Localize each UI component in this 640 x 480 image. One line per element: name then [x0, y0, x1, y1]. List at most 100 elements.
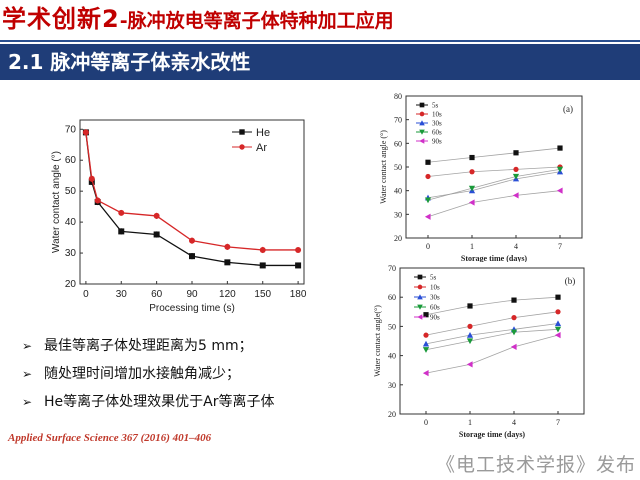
legend-label: Ar: [256, 142, 267, 154]
y-tick-label: 60: [65, 155, 77, 166]
x-tick-label: 4: [514, 242, 518, 251]
y-tick-label: 30: [65, 248, 77, 259]
y-tick-label: 60: [388, 293, 396, 302]
series-line: [427, 147, 561, 163]
data-point: [511, 315, 517, 321]
legend-marker: [419, 102, 425, 108]
data-point: [554, 320, 562, 327]
arrow-bullet-icon: ➢: [22, 339, 33, 353]
legend-marker: [417, 294, 423, 300]
storage-chart-b: 20 30 40 50 60 70 0 1 4 7 Storage time (days) Water…: [370, 264, 592, 440]
legend-label: 10s: [432, 110, 442, 118]
y-tick-label: 70: [65, 124, 77, 135]
data-point: [424, 197, 432, 204]
arrow-bullet-icon: ➢: [22, 367, 33, 381]
x-tick-label: 180: [290, 289, 307, 300]
data-point: [554, 326, 562, 333]
data-point: [512, 192, 519, 199]
legend-label: 30s: [432, 119, 442, 127]
data-point: [556, 187, 563, 194]
data-point: [512, 173, 520, 180]
x-tick-label: 0: [426, 242, 430, 251]
x-tick-label: 150: [254, 289, 271, 300]
y-tick-label: 50: [65, 186, 77, 197]
plot-frame: [79, 119, 305, 285]
chart-panel-label: (a): [563, 104, 573, 114]
data-point: [295, 262, 302, 269]
storage-chart-b-svg: 20 30 40 50 60 70 0 1 4 7 Storage time (days) Water…: [373, 264, 585, 439]
data-point: [468, 199, 475, 206]
finding-item: ➢ He等离子体处理效果优于Ar等离子体: [22, 388, 352, 416]
x-tick-label: 1: [470, 242, 474, 251]
data-point: [423, 312, 429, 318]
data-point: [466, 332, 474, 338]
section-header: 2.1 脉冲等离子体亲水改性: [0, 44, 640, 80]
y-tick-label: 50: [388, 322, 396, 331]
y-tick-label: 20: [65, 279, 77, 290]
contact-angle-chart-svg: 20 30 40 50 60 70 0 30 60 90 120 150 180 Processing t…: [51, 119, 307, 314]
data-point: [422, 347, 430, 353]
storage-chart-a: 20 30 40 50 60 70 80 0 1 4 7 Storage time (days) Wat…: [376, 88, 590, 263]
data-point: [467, 303, 473, 309]
x-tick-label: 0: [83, 289, 89, 300]
x-tick-label: 4: [512, 418, 516, 427]
legend-marker: [419, 120, 425, 126]
data-point: [555, 294, 561, 300]
y-tick-label: 30: [388, 381, 396, 390]
slide-title-main: 学术创新2: [2, 5, 120, 33]
legend-marker: [419, 111, 425, 117]
legend-marker: [417, 274, 423, 280]
x-tick-label: 60: [151, 289, 163, 300]
storage-chart-a-svg: 20 30 40 50 60 70 80 0 1 4 7 Storage time (days) Wat…: [379, 92, 583, 263]
data-point: [513, 150, 519, 156]
data-point: [422, 340, 430, 347]
slide-title-sub: -脉冲放电等离子体特种加工应用: [119, 10, 394, 32]
data-point: [118, 209, 125, 216]
y-axis-label: Water contact angle (°): [379, 130, 388, 204]
data-point: [469, 154, 475, 161]
y-tick-label: 70: [394, 116, 402, 125]
x-tick-label: 30: [116, 289, 128, 300]
data-point: [557, 145, 563, 151]
legend-marker: [417, 304, 423, 310]
y-axis-label: Water contact angle (°): [51, 151, 62, 253]
series-line: [427, 166, 561, 177]
y-axis-label: Water contact angle(°): [373, 305, 382, 377]
data-point: [259, 246, 266, 253]
y-tick-label: 60: [394, 139, 402, 148]
publisher-credit: 《电工技术学报》发布: [435, 454, 636, 476]
x-tick-label: 0: [424, 418, 428, 427]
slide-title: 学术创新2-脉冲放电等离子体特种加工应用: [2, 2, 394, 36]
data-point: [422, 370, 429, 377]
x-tick-label: 120: [219, 289, 236, 300]
data-point: [224, 243, 231, 250]
legend-label: 5s: [430, 273, 437, 281]
series-line: [425, 296, 559, 316]
data-point: [425, 173, 431, 180]
x-tick-label: 7: [556, 418, 560, 427]
plot-frame: [399, 267, 585, 415]
finding-item: ➢ 最佳等离子体处理距离为5 mm；: [22, 332, 352, 360]
legend-marker: [419, 138, 425, 144]
series-line: [427, 190, 561, 218]
series-line: [427, 168, 561, 201]
x-tick-label: 1: [468, 418, 472, 427]
title-divider: [0, 40, 640, 42]
data-point: [153, 231, 160, 238]
data-point: [153, 212, 160, 219]
data-point: [466, 361, 473, 368]
series-line: [425, 323, 559, 345]
data-point: [466, 338, 474, 345]
series-line: [425, 334, 559, 374]
data-point: [295, 246, 302, 253]
data-point: [423, 332, 429, 338]
legend-marker: [239, 144, 245, 150]
x-tick-label: 7: [558, 242, 562, 251]
legend-marker: [417, 314, 423, 320]
y-tick-label: 70: [388, 264, 396, 273]
data-point: [82, 129, 89, 136]
contact-angle-chart: 20 30 40 50 60 70 0 30 60 90 120 150 180 Processing t…: [50, 112, 312, 322]
legend-label: 90s: [430, 313, 440, 321]
legend-label: He: [256, 127, 270, 139]
legend-marker: [419, 129, 425, 135]
